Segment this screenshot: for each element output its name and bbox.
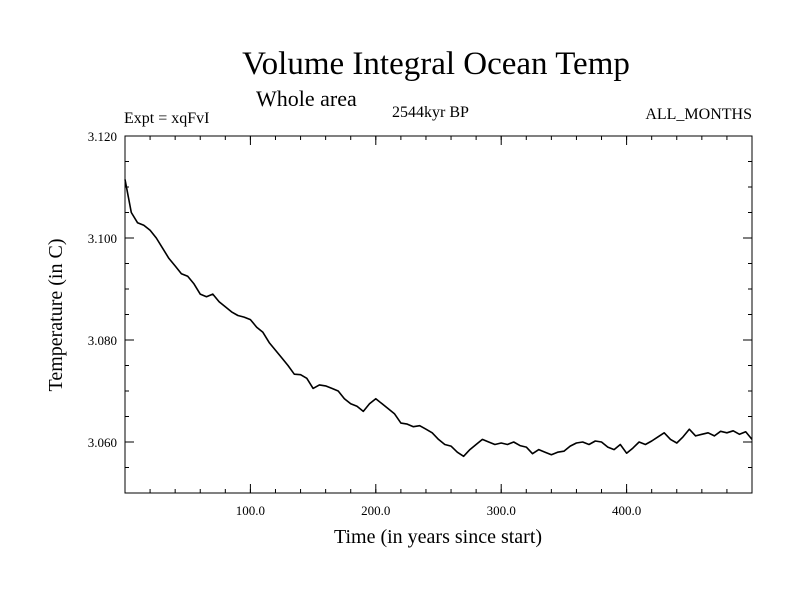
y-tick-label: 3.100 [88, 231, 117, 246]
experiment-label: Expt = xqFvI [124, 110, 210, 127]
axis-tick-labels: 100.0 200.0 300.0 400.0 3.060 3.080 3.100 3.120 [88, 129, 641, 518]
y-axis-label: Temperature (in C) [45, 239, 67, 392]
chart-subtitle: Whole area [256, 86, 357, 111]
x-tick-label: 100.0 [236, 503, 265, 518]
x-tick-label: 200.0 [361, 503, 390, 518]
y-tick-label: 3.080 [88, 333, 117, 348]
temperature-series-line [124, 179, 753, 458]
chart-title: Volume Integral Ocean Temp [242, 46, 630, 82]
x-tick-label: 400.0 [612, 503, 641, 518]
months-label: ALL_MONTHS [645, 106, 752, 123]
y-tick-label: 3.060 [88, 435, 117, 450]
x-axis-label: Time (in years since start) [334, 526, 542, 548]
axis-ticks [124, 135, 753, 494]
x-tick-label: 300.0 [487, 503, 516, 518]
y-tick-label: 3.120 [88, 129, 117, 144]
period-label: 2544kyr BP [392, 104, 469, 121]
